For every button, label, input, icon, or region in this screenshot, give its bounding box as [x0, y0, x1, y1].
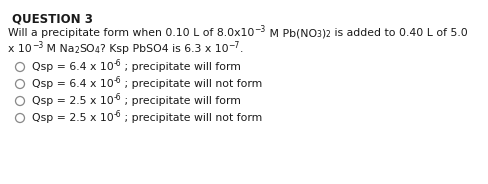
Text: is added to 0.40 L of 5.0: is added to 0.40 L of 5.0 — [330, 28, 467, 38]
Text: ): ) — [321, 28, 325, 38]
Text: Qsp = 2.5 x 10: Qsp = 2.5 x 10 — [32, 96, 114, 106]
Text: ; precipitate will not form: ; precipitate will not form — [121, 113, 262, 123]
Text: -6: -6 — [114, 93, 121, 102]
Text: 2: 2 — [74, 46, 79, 55]
Text: .: . — [239, 44, 243, 54]
Text: x 10: x 10 — [8, 44, 32, 54]
Text: Qsp = 6.4 x 10: Qsp = 6.4 x 10 — [32, 62, 114, 72]
Text: Qsp = 2.5 x 10: Qsp = 2.5 x 10 — [32, 113, 114, 123]
Text: ? Ksp PbSO4 is 6.3 x 10: ? Ksp PbSO4 is 6.3 x 10 — [100, 44, 228, 54]
Text: 4: 4 — [95, 46, 100, 55]
Text: 2: 2 — [325, 30, 330, 39]
Text: M Na: M Na — [43, 44, 74, 54]
Text: ; precipitate will form: ; precipitate will form — [121, 96, 241, 106]
Text: ; precipitate will not form: ; precipitate will not form — [121, 79, 262, 89]
Text: Qsp = 6.4 x 10: Qsp = 6.4 x 10 — [32, 79, 114, 89]
Text: -6: -6 — [114, 77, 121, 86]
Text: ; precipitate will form: ; precipitate will form — [121, 62, 241, 72]
Text: M Pb(NO: M Pb(NO — [265, 28, 316, 38]
Text: Will a precipitate form when 0.10 L of 8.0x10: Will a precipitate form when 0.10 L of 8… — [8, 28, 254, 38]
Text: −3: −3 — [254, 26, 265, 34]
Text: −3: −3 — [32, 41, 43, 50]
Text: -6: -6 — [114, 110, 121, 119]
Text: QUESTION 3: QUESTION 3 — [12, 12, 93, 25]
Text: −7: −7 — [228, 41, 239, 50]
Text: SO: SO — [79, 44, 95, 54]
Text: 3: 3 — [316, 30, 321, 39]
Text: -6: -6 — [114, 59, 121, 68]
